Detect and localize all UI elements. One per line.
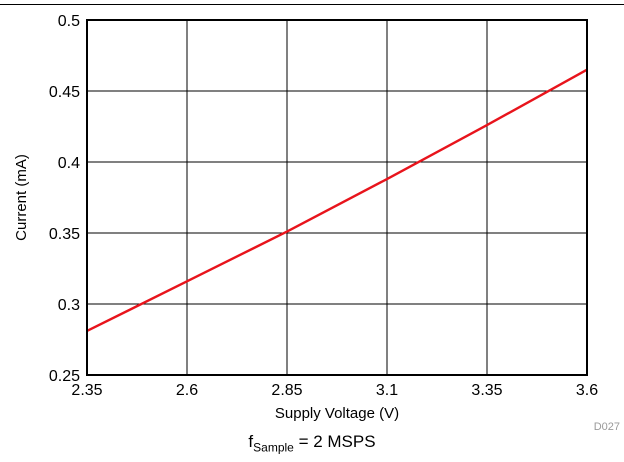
x-tick-labels: 2.35 2.6 2.85 3.1 3.35 3.6 <box>71 382 598 399</box>
y-tick-label: 0.5 <box>58 13 80 30</box>
x-tick-label: 2.6 <box>176 382 198 399</box>
figure-id: D027 <box>594 421 620 430</box>
x-tick-label: 2.85 <box>271 382 302 399</box>
plot-frame <box>86 19 588 376</box>
y-tick-label: 0.4 <box>58 155 80 172</box>
y-tick-labels: 0.25 0.3 0.35 0.4 0.45 0.5 <box>49 13 80 385</box>
caption-subscript: Sample <box>253 440 294 455</box>
line-chart: 0.25 0.3 0.35 0.4 0.45 0.5 2.35 2.6 2.85 3.1 3.35… <box>13 13 620 430</box>
caption-prefix: f <box>248 432 254 451</box>
caption-suffix: = 2 MSPS <box>293 432 376 451</box>
y-tick-label: 0.45 <box>49 84 80 101</box>
x-tick-label: 3.35 <box>471 382 502 399</box>
x-tick-label: 3.6 <box>576 382 598 399</box>
x-tick-label: 2.35 <box>71 382 102 399</box>
caption: fSample = 2 MSPS <box>0 432 624 454</box>
series-line <box>86 68 588 333</box>
grid-lines <box>87 20 587 375</box>
x-axis-label: Supply Voltage (V) <box>275 405 399 422</box>
y-axis-label: Current (mA) <box>13 154 30 241</box>
y-tick-label: 0.35 <box>49 226 80 243</box>
x-tick-label: 3.1 <box>376 382 398 399</box>
y-tick-label: 0.3 <box>58 297 80 314</box>
plot-series <box>86 68 588 333</box>
y-tick-label: 0.25 <box>49 368 80 385</box>
top-rule <box>0 4 624 5</box>
